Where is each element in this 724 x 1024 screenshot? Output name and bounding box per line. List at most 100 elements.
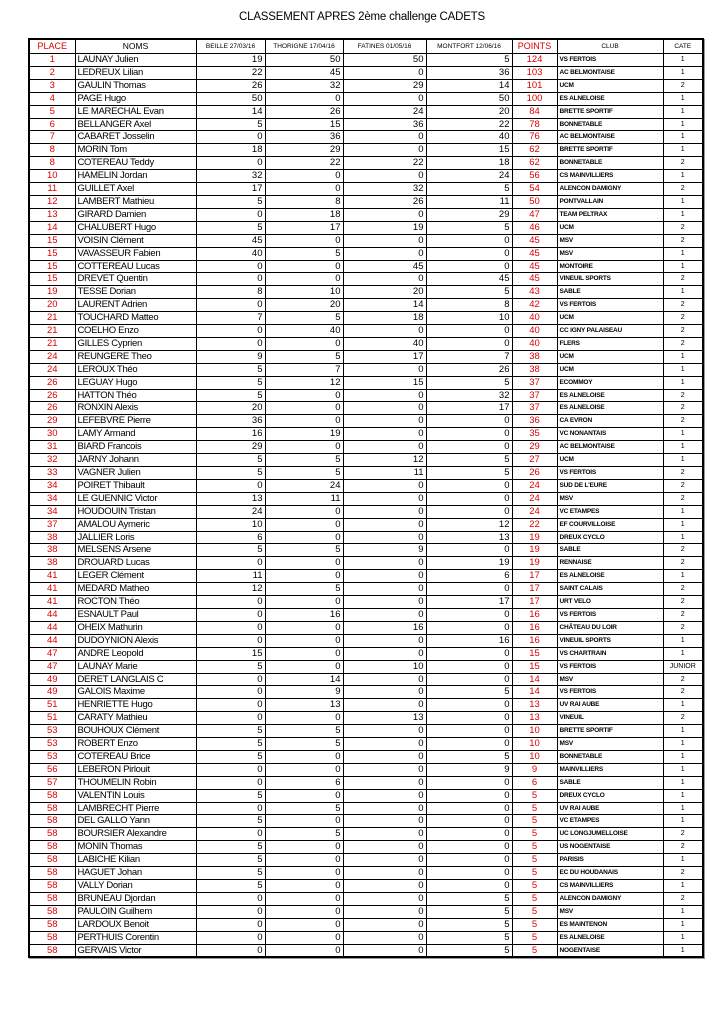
cell-place: 15 [28, 246, 76, 261]
cell-race-1: 0 [195, 259, 266, 274]
cell-race-3: 0 [342, 633, 427, 648]
cell-race-3: 0 [342, 143, 427, 158]
cell-race-4: 0 [425, 233, 513, 248]
cell-category: 1 [662, 53, 704, 67]
cell-points: 45 [511, 233, 558, 248]
cell-place: 10 [28, 169, 76, 184]
cell-place: 44 [28, 633, 76, 648]
cell-category: 1 [662, 117, 704, 132]
cell-name: LEGUAY Hugo [74, 375, 197, 390]
cell-race-1: 26 [195, 78, 266, 93]
cell-points: 40 [511, 324, 558, 338]
cell-category: 2 [662, 272, 704, 287]
cell-club: BONNETABLE [556, 749, 664, 764]
cell-race-1: 40 [195, 246, 266, 261]
col-header-race-1: BEILLE 27/03/16 [195, 38, 266, 54]
cell-category: 2 [662, 620, 704, 635]
cell-race-4: 0 [425, 414, 513, 429]
cell-club: VS FERTOIS [556, 298, 664, 313]
table-row: 58 VALENTIN Louis 5 0 0 0 5 DREUX CYCLO 1 [28, 788, 704, 803]
table-row: 34 POIRET Thibault 0 24 0 0 24 SUD DE L'EURE 2 [28, 478, 704, 493]
cell-race-3: 29 [342, 78, 427, 93]
cell-name: LAUNAY Marie [74, 659, 197, 674]
cell-race-3: 50 [342, 53, 427, 67]
cell-category: 1 [662, 788, 704, 803]
cell-category: 1 [662, 130, 704, 145]
cell-race-4: 17 [425, 595, 513, 609]
cell-points: 5 [511, 840, 558, 855]
cell-points: 100 [511, 91, 558, 106]
table-row: 58 LAMBRECHT Pierre 0 5 0 0 5 UV RAI AUBE 1 [28, 801, 704, 816]
table-row: 58 MONIN Thomas 5 0 0 0 5 US NOGENTAISE 2 [28, 840, 704, 855]
table-row: 38 JALLIER Loris 6 0 0 13 19 DREUX CYCLO 1 [28, 530, 704, 545]
cell-name: LE GUENNIC Victor [74, 491, 197, 506]
cell-category: 1 [662, 362, 704, 377]
cell-category: 1 [662, 853, 704, 868]
table-row: 38 DROUARD Lucas 0 0 0 19 19 RENNAISE 2 [28, 556, 704, 571]
cell-race-1: 5 [195, 724, 266, 739]
cell-race-4: 0 [425, 866, 513, 880]
cell-points: 84 [511, 104, 558, 119]
cell-club: MSV [556, 737, 664, 751]
cell-race-1: 19 [195, 53, 266, 67]
cell-club: UCM [556, 220, 664, 235]
cell-club: VS FERTOIS [556, 685, 664, 700]
cell-club: BRETTE SPORTIF [556, 724, 664, 739]
cell-race-4: 16 [425, 633, 513, 648]
cell-race-1: 5 [195, 749, 266, 764]
cell-club: BRETTE SPORTIF [556, 104, 664, 119]
cell-club: MSV [556, 233, 664, 248]
cell-club: MAINVILLIERS [556, 762, 664, 777]
cell-race-3: 32 [342, 182, 427, 196]
cell-race-3: 16 [342, 620, 427, 635]
cell-race-2: 0 [264, 414, 344, 429]
cell-place: 53 [28, 724, 76, 739]
cell-place: 24 [28, 349, 76, 364]
cell-name: LABICHE Kilian [74, 853, 197, 868]
cell-name: COTTEREAU Lucas [74, 259, 197, 274]
cell-name: LAMY Armand [74, 427, 197, 442]
cell-race-4: 22 [425, 117, 513, 132]
cell-club: VC ETAMPES [556, 814, 664, 829]
cell-name: PAULOIN Guilhem [74, 904, 197, 919]
cell-race-2: 0 [264, 814, 344, 829]
cell-race-1: 0 [195, 685, 266, 700]
cell-name: LARDOUX Benoit [74, 917, 197, 932]
cell-name: LAMBERT Mathieu [74, 194, 197, 209]
cell-club: SABLE [556, 285, 664, 300]
cell-name: GERVAIS Victor [74, 943, 197, 958]
cell-race-2: 10 [264, 285, 344, 300]
cell-place: 5 [28, 104, 76, 119]
cell-club: ES MAINTENON [556, 917, 664, 932]
cell-club: BONNETABLE [556, 156, 664, 171]
cell-place: 41 [28, 582, 76, 597]
cell-race-4: 0 [425, 620, 513, 635]
cell-race-3: 0 [342, 788, 427, 803]
cell-race-2: 9 [264, 685, 344, 700]
cell-name: CARATY Mathieu [74, 711, 197, 726]
cell-category: JUNIOR [662, 659, 704, 674]
cell-race-3: 0 [342, 130, 427, 145]
table-row: 26 HATTON Théo 5 0 0 32 37 ES ALNELOISE 2 [28, 388, 704, 403]
cell-race-1: 5 [195, 543, 266, 558]
cell-race-2: 0 [264, 169, 344, 184]
cell-points: 5 [511, 827, 558, 842]
cell-race-2: 0 [264, 440, 344, 455]
cell-race-1: 0 [195, 917, 266, 932]
cell-race-3: 0 [342, 233, 427, 248]
cell-race-1: 0 [195, 336, 266, 351]
cell-name: ROBERT Enzo [74, 737, 197, 751]
cell-race-4: 15 [425, 143, 513, 158]
cell-race-4: 0 [425, 775, 513, 790]
cell-race-3: 0 [342, 491, 427, 506]
cell-race-1: 0 [195, 478, 266, 493]
cell-category: 1 [662, 285, 704, 300]
cell-race-3: 0 [342, 530, 427, 545]
cell-race-4: 5 [425, 943, 513, 958]
cell-race-3: 0 [342, 840, 427, 855]
cell-name: DROUARD Lucas [74, 556, 197, 571]
table-row: 19 TESSE Dorian 8 10 20 5 43 SABLE 1 [28, 285, 704, 300]
cell-place: 32 [28, 453, 76, 467]
cell-place: 24 [28, 362, 76, 377]
cell-place: 44 [28, 607, 76, 622]
